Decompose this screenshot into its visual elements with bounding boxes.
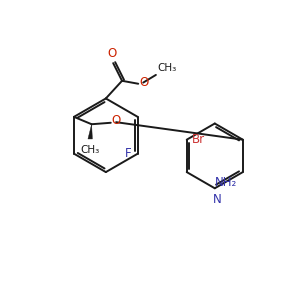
Text: O: O	[139, 76, 148, 89]
Text: CH₃: CH₃	[80, 145, 100, 155]
Text: NH₂: NH₂	[215, 176, 237, 190]
Text: N: N	[213, 193, 222, 206]
Text: Br: Br	[192, 133, 205, 146]
Text: O: O	[107, 47, 116, 60]
Text: CH₃: CH₃	[158, 63, 177, 74]
Polygon shape	[88, 124, 92, 139]
Text: O: O	[112, 114, 121, 127]
Text: F: F	[124, 147, 131, 160]
